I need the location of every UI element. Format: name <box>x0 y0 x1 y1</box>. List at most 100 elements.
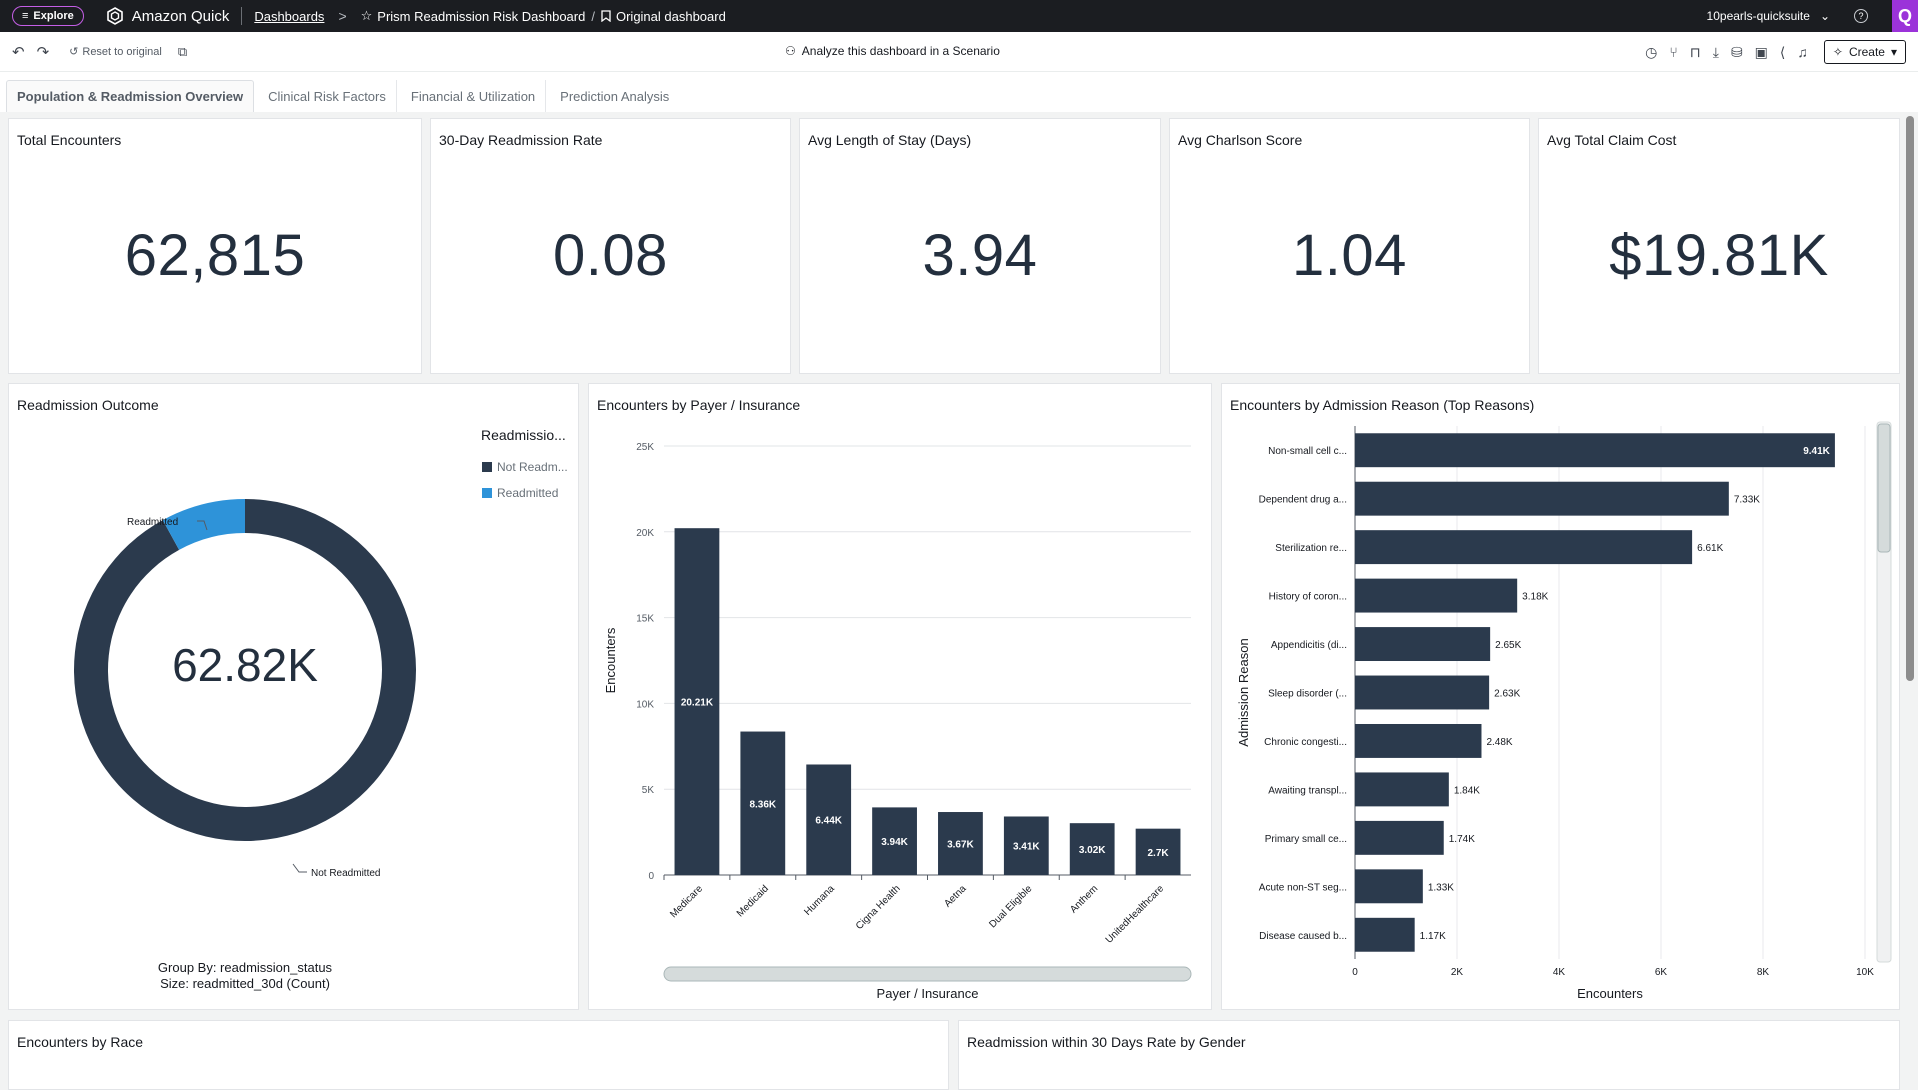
breadcrumb-dashboards-link[interactable]: Dashboards <box>254 8 325 24</box>
bar-1[interactable] <box>740 731 786 875</box>
tab-prediction-analysis[interactable]: Prediction Analysis <box>560 88 670 104</box>
x-tick-label: 6K <box>1655 967 1668 978</box>
schedule-icon[interactable]: ◷ <box>1645 43 1658 60</box>
donut-slice-readmitted[interactable] <box>162 499 245 550</box>
explore-button[interactable]: ≡ Explore <box>12 6 84 26</box>
dashboard-toolbar: ↶ ↷ ↺ Reset to original ⧉ ⚇ Analyze this… <box>0 32 1918 72</box>
payer-bar-chart: 0 5K 10K 15K 20K 25K 20.21K Medicare 8.36K Medica… <box>603 442 1192 1001</box>
bar-1[interactable] <box>1355 481 1729 516</box>
bar-4[interactable] <box>1355 627 1491 662</box>
undo-icon[interactable]: ↶ <box>12 43 25 61</box>
legend-label-not-readmitted[interactable]: Not Readm... <box>497 460 568 474</box>
bar-0[interactable] <box>674 528 720 875</box>
bar-4[interactable] <box>938 812 983 875</box>
legend-label-readmitted[interactable]: Readmitted <box>497 486 558 500</box>
kpi-value: $19.81K <box>1609 223 1829 288</box>
encounters-by-admission-reason-visual[interactable]: Encounters by Admission Reason (Top Reas… <box>1221 383 1900 1010</box>
bookmark-icon[interactable]: ⊓ <box>1689 43 1701 60</box>
sheet-scrollbar[interactable] <box>1906 116 1914 681</box>
kpi-value: 1.04 <box>1292 223 1407 288</box>
toolbar-actions: ◷ ⑂ ⊓ ⤓ ⛁ ▣ ⟨ ♫ ✧ Create ▾ <box>1645 40 1906 64</box>
branch-icon[interactable]: ⑂ <box>1669 44 1678 60</box>
save-icon[interactable]: ▣ <box>1754 43 1768 60</box>
readmission-outcome-visual[interactable]: Readmission Outcome 62.82K Readmissio...… <box>8 383 579 1010</box>
y-tick-label: Non-small cell c... <box>1268 446 1347 457</box>
y-tick-label: History of coron... <box>1269 592 1347 603</box>
x-axis-scrollbar[interactable] <box>663 966 1192 982</box>
y-tick-label: 5K <box>642 785 655 796</box>
brand[interactable]: Amazon Quick <box>106 7 229 25</box>
chart-scroll-track[interactable] <box>1876 421 1892 963</box>
y-tick-label: 25K <box>636 442 654 453</box>
bar-0[interactable] <box>1355 433 1835 468</box>
bar-9[interactable] <box>1355 869 1423 904</box>
view-selector[interactable]: Original dashboard <box>601 9 726 24</box>
bar-data-label: 2.65K <box>1495 640 1521 651</box>
reset-to-original-button[interactable]: ↺ Reset to original <box>69 45 162 59</box>
quick-assistant-icon[interactable]: Q <box>1892 0 1918 32</box>
encounters-by-race-visual[interactable]: Encounters by Race <box>8 1020 949 1090</box>
visual-title: Readmission within 30 Days Rate by Gende… <box>967 1034 1246 1050</box>
bar-3[interactable] <box>1355 578 1518 613</box>
dashboard-sheet: Total Encounters 62,815 30-Day Readmissi… <box>0 112 1918 1090</box>
chart-scroll-thumb[interactable] <box>1877 423 1891 553</box>
bar-8[interactable] <box>1355 820 1444 855</box>
dashboard-title[interactable]: ☆ Prism Readmission Risk Dashboard <box>361 8 586 24</box>
bar-6[interactable] <box>1355 723 1482 758</box>
bar-10[interactable] <box>1355 917 1415 952</box>
slice-label-readmitted: Readmitted <box>127 517 178 528</box>
bar-data-label: 1.17K <box>1420 931 1446 942</box>
bar-5[interactable] <box>1355 675 1490 710</box>
account-menu[interactable]: 10pearls-quicksuite <box>1706 9 1810 23</box>
y-tick-label: Primary small ce... <box>1265 834 1347 845</box>
bar-2[interactable] <box>1355 530 1693 565</box>
x-axis-title: Encounters <box>1577 986 1643 1001</box>
analyze-scenario-button[interactable]: ⚇ Analyze this dashboard in a Scenario <box>785 44 1000 58</box>
bar-data-label: 3.67K <box>947 840 974 851</box>
tab-clinical-risk-factors[interactable]: Clinical Risk Factors <box>258 80 397 112</box>
bar-5[interactable] <box>1003 816 1049 875</box>
legend-title: Readmissio... <box>481 427 566 443</box>
readmission-rate-by-gender-visual[interactable]: Readmission within 30 Days Rate by Gende… <box>958 1020 1900 1090</box>
kpi-readmission-rate[interactable]: 30-Day Readmission Rate 0.08 <box>430 118 791 374</box>
kpi-title: Avg Charlson Score <box>1178 132 1303 148</box>
kpi-avg-charlson-score[interactable]: Avg Charlson Score 1.04 <box>1169 118 1530 374</box>
alert-bell-icon[interactable]: ♫ <box>1797 44 1808 60</box>
tab-financial-utilization[interactable]: Financial & Utilization <box>401 80 547 112</box>
quick-logo-icon <box>106 7 123 25</box>
redo-icon[interactable]: ↷ <box>36 43 50 61</box>
bar-6[interactable] <box>1069 823 1115 875</box>
y-tick-label: Dependent drug a... <box>1259 495 1347 506</box>
donut-footer-group-by: Group By: readmission_status <box>158 960 333 975</box>
y-tick-label: Acute non-ST seg... <box>1259 882 1347 893</box>
bar-3[interactable] <box>872 807 917 875</box>
y-axis-title: Admission Reason <box>1236 638 1251 746</box>
star-icon[interactable]: ☆ <box>360 8 373 23</box>
bar-data-label: 3.41K <box>1013 842 1040 853</box>
dataset-icon[interactable]: ⛁ <box>1730 43 1743 60</box>
kpi-avg-length-of-stay[interactable]: Avg Length of Stay (Days) 3.94 <box>799 118 1161 374</box>
dashboard-name: Prism Readmission Risk Dashboard <box>377 8 586 24</box>
help-icon[interactable]: ? <box>1854 9 1868 23</box>
kpi-total-encounters[interactable]: Total Encounters 62,815 <box>8 118 422 374</box>
not-readmitted-leader-line <box>292 863 307 873</box>
bar-7[interactable] <box>1135 828 1181 875</box>
encounters-by-payer-visual[interactable]: Encounters by Payer / Insurance 0 5K 10K 15… <box>588 383 1212 1010</box>
screen-share-icon[interactable]: ⧉ <box>177 43 188 59</box>
chevron-down-icon[interactable]: ⌄ <box>1819 9 1830 23</box>
scenario-icon: ⚇ <box>785 44 796 58</box>
bar-2[interactable] <box>806 764 852 875</box>
legend-swatch-not-readmitted[interactable] <box>482 462 492 472</box>
scenario-label: Analyze this dashboard in a Scenario <box>801 44 1000 58</box>
bar-7[interactable] <box>1355 772 1449 807</box>
share-icon[interactable]: ⟨ <box>1779 43 1786 60</box>
create-button[interactable]: ✧ Create ▾ <box>1823 40 1906 64</box>
tab-population-overview[interactable]: Population & Readmission Overview <box>6 80 255 112</box>
create-label: Create <box>1848 45 1885 59</box>
legend-swatch-readmitted[interactable] <box>482 488 492 498</box>
kpi-avg-claim-cost[interactable]: Avg Total Claim Cost $19.81K <box>1538 118 1900 374</box>
bar-data-label: 1.74K <box>1449 834 1475 845</box>
download-icon[interactable]: ⤓ <box>1712 43 1719 60</box>
x-tick-label: 4K <box>1553 967 1566 978</box>
chevron-right-icon: > <box>338 8 347 24</box>
